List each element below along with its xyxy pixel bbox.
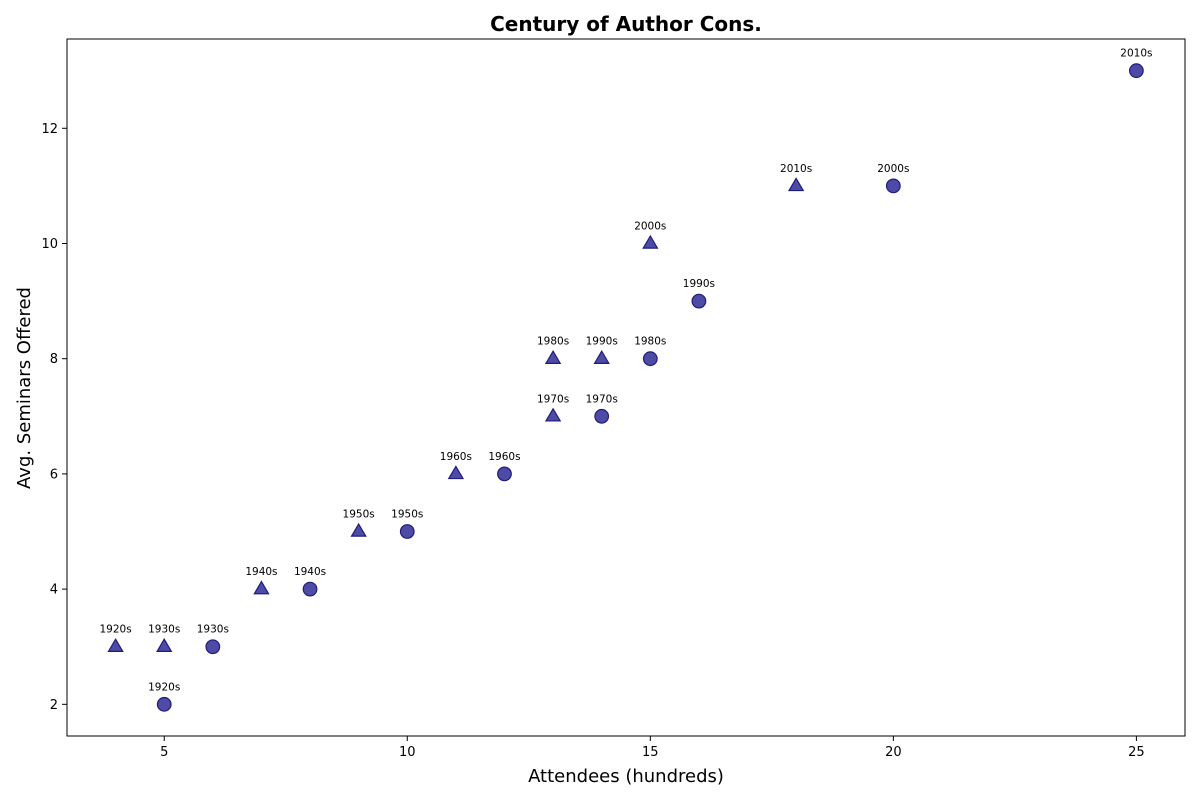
point-label: 1960s: [488, 451, 520, 463]
point-label: 1970s: [586, 393, 618, 405]
y-tick-label: 12: [41, 122, 58, 137]
y-axis: 2 4 6 8 10 12: [41, 122, 67, 713]
y-tick-label: 8: [50, 352, 58, 367]
point-label: 1990s: [683, 278, 715, 290]
triangle-point: [544, 350, 562, 364]
circle-point: [691, 293, 707, 309]
circle-point: [399, 524, 415, 539]
triangle-point: [156, 638, 173, 652]
x-axis-label: Attendees (hundreds): [528, 766, 724, 787]
circle-point: [885, 178, 901, 194]
point-label: 1920s: [100, 624, 132, 636]
triangle-point: [787, 177, 805, 192]
circle-point: [497, 466, 512, 482]
circle-point: [302, 581, 318, 597]
point-label: 1920s: [148, 681, 180, 693]
point-label: 1980s: [537, 336, 569, 348]
y-tick-label: 4: [50, 583, 58, 598]
y-axis-label: Avg. Seminars Offered: [14, 287, 35, 489]
point-label: 2000s: [877, 163, 909, 175]
data-points: [107, 63, 1144, 712]
point-label: 1970s: [537, 393, 569, 405]
circle-point: [642, 351, 658, 367]
triangle-point: [350, 522, 367, 537]
point-label: 1980s: [634, 336, 666, 348]
point-label: 1940s: [294, 566, 326, 578]
y-tick-label: 6: [50, 467, 58, 482]
y-tick-label: 2: [50, 698, 58, 713]
point-label: 1950s: [343, 509, 375, 521]
point-label: 1930s: [197, 624, 229, 636]
circle-point: [156, 696, 172, 712]
triangle-point: [593, 350, 610, 364]
point-label: 2010s: [1120, 48, 1152, 60]
x-tick-label: 25: [1128, 745, 1145, 760]
plot-frame: [66, 38, 1186, 737]
point-label: 2000s: [634, 220, 666, 232]
point-label: 1950s: [391, 509, 423, 521]
point-label: 1930s: [148, 624, 180, 636]
circle-point: [1128, 63, 1144, 79]
chart-title: Century of Author Cons.: [490, 12, 762, 36]
triangle-point: [107, 638, 124, 652]
x-tick-label: 5: [160, 745, 168, 760]
x-tick-label: 15: [642, 745, 659, 760]
circle-point: [205, 639, 221, 655]
data-point-labels: 1920s 1930s 1940s 1950s 1960s 1970s 1980s 1990s…: [100, 48, 1153, 694]
x-tick-label: 10: [399, 745, 416, 760]
triangle-point: [642, 234, 659, 249]
triangle-point: [447, 465, 465, 480]
point-label: 1960s: [440, 451, 472, 463]
x-axis: 5 10 15 20 25: [160, 736, 1145, 760]
triangle-point: [253, 580, 270, 595]
x-tick-label: 20: [885, 745, 902, 760]
point-label: 1990s: [586, 336, 618, 348]
point-label: 1940s: [245, 566, 277, 578]
y-tick-label: 10: [41, 237, 58, 252]
point-label: 2010s: [780, 163, 812, 175]
circle-point: [594, 408, 610, 424]
triangle-point: [544, 407, 562, 422]
